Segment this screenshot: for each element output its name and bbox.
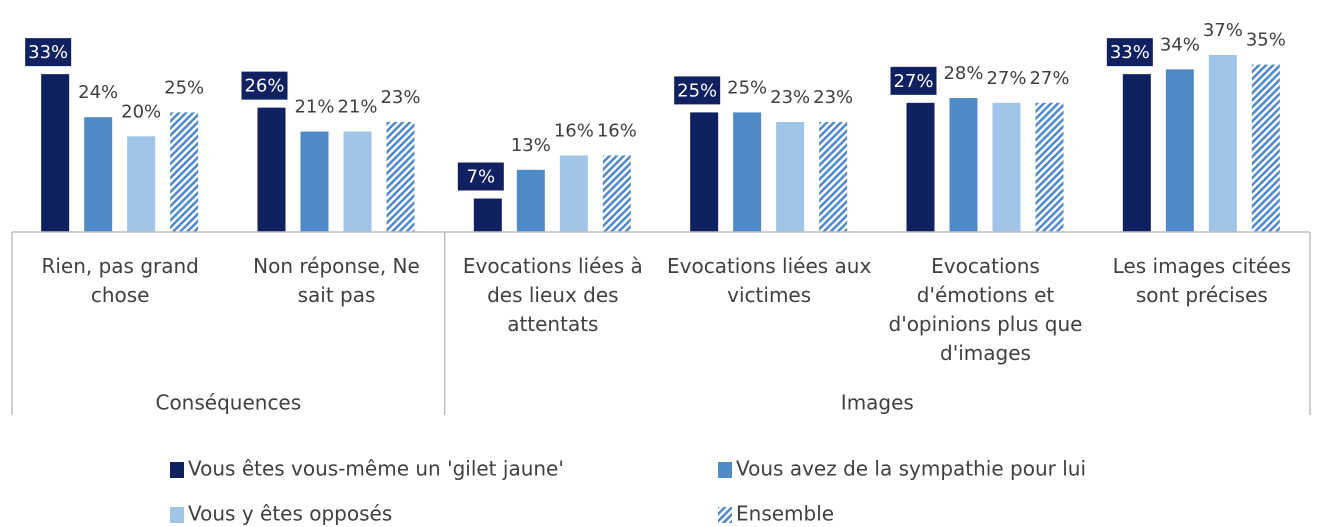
legend-label: Ensemble [736,502,834,526]
x-tick-label: Evocations liées à des lieux des attenta… [462,254,643,336]
value-label-box [1106,38,1153,67]
bar [300,131,329,232]
group-label: Conséquences [155,391,301,415]
x-tick-label: Rien, pas grand chose [41,254,199,307]
bar [602,155,631,232]
value-label: 21% [294,97,334,118]
bar [1122,74,1151,232]
x-tick-label: Evocations d'émotions et d'opinions plus… [888,254,1083,365]
value-label: 27% [1029,68,1069,89]
bar [1208,55,1237,232]
value-label-box [25,38,72,67]
value-label: 33% [28,42,68,63]
bar [386,121,415,232]
value-label: 16% [597,120,637,141]
value-label-box [241,71,288,100]
bar [949,98,978,233]
bar [343,131,372,232]
value-label: 23% [380,87,420,108]
bar [776,121,805,232]
bar [84,117,113,232]
bar [906,102,935,233]
x-tick-label: Non réponse, Ne sait pas [253,254,420,307]
value-label: 24% [78,82,118,103]
bar [690,112,719,232]
legend-label: Vous avez de la sympathie pour lui [736,457,1086,481]
bar [257,107,286,232]
x-tick-label: Les images citées sont précises [1112,254,1292,307]
legend-label: Vous y êtes opposés [188,502,392,526]
value-label: 27% [986,68,1026,89]
value-label-box [890,66,937,95]
value-label: 21% [337,97,377,118]
value-label: 26% [244,76,284,97]
bar [516,169,545,232]
legend-swatch [170,462,184,478]
legend-swatch [718,507,732,523]
bar [473,198,502,232]
legend-swatch [170,507,184,523]
value-label: 7% [467,167,496,188]
bar [992,102,1021,233]
value-label: 27% [893,71,933,92]
bar [1165,69,1194,232]
x-tick-label: Evocations liées aux victimes [666,254,872,307]
value-label: 25% [677,80,717,101]
bar [127,136,156,232]
value-label-box [674,76,721,105]
bar [1035,102,1064,233]
value-label-box [457,162,504,191]
value-label: 25% [727,77,767,98]
value-label: 37% [1203,20,1243,41]
value-label: 33% [1110,42,1150,63]
value-label: 34% [1160,34,1200,55]
bar [733,112,762,232]
value-label: 16% [554,120,594,141]
legend-swatch [718,462,732,478]
value-label: 28% [943,63,983,84]
legend-label: Vous êtes vous-même un 'gilet jaune' [188,457,564,481]
bar [819,121,848,232]
value-label: 20% [121,101,161,122]
value-label: 13% [511,135,551,156]
value-label: 23% [813,87,853,108]
bar [41,74,70,232]
bar [559,155,588,232]
value-label: 35% [1246,30,1286,51]
bar [170,112,199,232]
value-label: 23% [770,87,810,108]
value-label: 25% [164,77,204,98]
bar [1251,64,1280,232]
group-label: Images [841,391,914,415]
